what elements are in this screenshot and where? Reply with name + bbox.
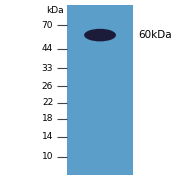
Bar (67, 5, 133, 175)
Text: 10: 10 (42, 152, 53, 161)
Text: 14: 14 (42, 132, 53, 141)
Text: 18: 18 (42, 114, 53, 123)
Text: 70: 70 (42, 21, 53, 30)
Text: kDa: kDa (46, 6, 64, 15)
Text: 22: 22 (42, 98, 53, 107)
Text: 26: 26 (42, 82, 53, 91)
Text: 60kDa: 60kDa (138, 30, 172, 40)
Text: 33: 33 (42, 64, 53, 73)
Text: 44: 44 (42, 44, 53, 53)
Ellipse shape (84, 29, 116, 41)
